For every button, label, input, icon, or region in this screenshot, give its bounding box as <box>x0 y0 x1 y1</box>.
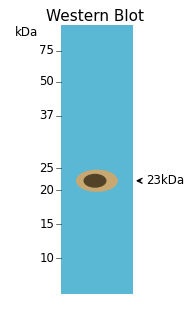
Text: kDa: kDa <box>15 26 38 39</box>
Text: 25: 25 <box>39 162 54 175</box>
Text: Western Blot: Western Blot <box>46 9 144 24</box>
Text: 37: 37 <box>39 109 54 122</box>
Text: 10: 10 <box>39 252 54 265</box>
Text: 20: 20 <box>39 184 54 197</box>
Ellipse shape <box>76 170 118 192</box>
Ellipse shape <box>83 174 106 188</box>
Text: 75: 75 <box>39 44 54 57</box>
FancyBboxPatch shape <box>61 25 133 294</box>
Text: 50: 50 <box>39 75 54 88</box>
Text: 15: 15 <box>39 218 54 231</box>
Text: 23kDa: 23kDa <box>137 174 184 187</box>
